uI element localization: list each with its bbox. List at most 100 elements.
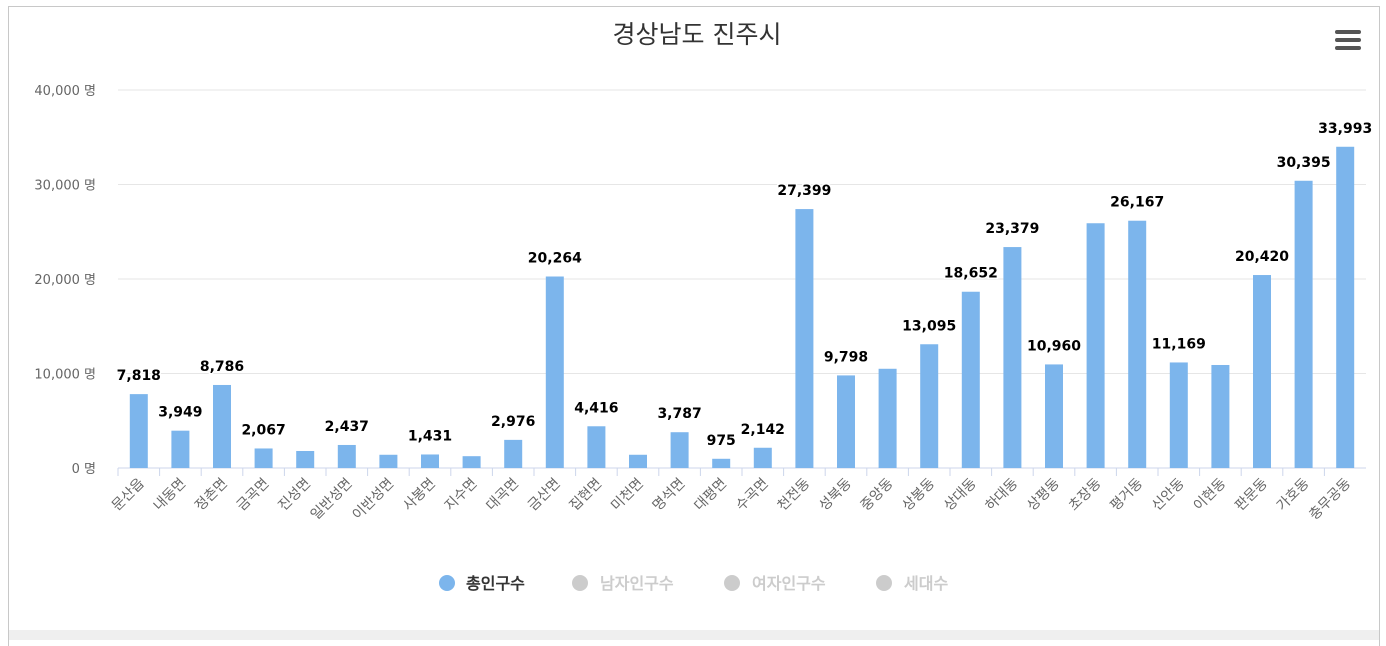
bar — [296, 450, 315, 468]
bar — [379, 454, 398, 468]
bar — [1169, 362, 1188, 468]
bar — [587, 426, 606, 468]
data-label: 2,437 — [325, 419, 369, 435]
legend-marker — [439, 575, 455, 591]
data-label: 11,169 — [1152, 336, 1206, 352]
bar — [878, 368, 897, 468]
chart-title: 경상남도 진주시 — [613, 20, 782, 49]
data-label: 2,976 — [491, 414, 535, 430]
bar — [795, 209, 814, 468]
x-tick-label: 정촌면 — [192, 476, 231, 515]
data-label: 2,142 — [741, 422, 785, 438]
bar — [545, 276, 564, 468]
y-tick-label: 0 명 — [72, 462, 96, 477]
chart-container — [8, 6, 1380, 646]
x-tick-label: 충무공동 — [1306, 475, 1354, 523]
legend-item[interactable]: 세대수 — [904, 574, 948, 593]
x-tick-label: 상봉동 — [899, 475, 938, 514]
data-label: 3,949 — [158, 405, 202, 421]
data-label: 3,787 — [657, 406, 701, 422]
bar — [712, 458, 731, 468]
x-tick-label: 판문동 — [1232, 475, 1271, 514]
x-tick-label: 하대동 — [983, 475, 1022, 514]
bar — [1211, 364, 1230, 468]
bottom-strip — [9, 630, 1379, 640]
bar — [1128, 220, 1147, 468]
bar — [837, 375, 855, 468]
bar — [254, 448, 273, 468]
bar — [504, 439, 523, 468]
x-tick-label: 대곡면 — [483, 476, 522, 515]
x-tick-label: 상평동 — [1024, 475, 1063, 514]
data-label: 26,167 — [1110, 195, 1164, 211]
bar — [462, 456, 481, 468]
y-tick-label: 20,000 명 — [34, 273, 96, 288]
data-label: 8,786 — [200, 359, 244, 375]
x-tick-label: 평거동 — [1107, 475, 1146, 514]
x-tick-label: 지수면 — [442, 476, 481, 515]
bar — [129, 394, 148, 468]
data-label: 33,993 — [1318, 121, 1372, 137]
legend-marker — [876, 575, 892, 591]
x-tick-label: 수곡면 — [733, 476, 772, 515]
data-label: 27,399 — [777, 183, 831, 199]
bar — [1045, 364, 1063, 468]
bar — [337, 444, 356, 468]
legend-marker — [572, 575, 588, 591]
bar — [670, 432, 689, 468]
y-tick-label: 10,000 명 — [34, 368, 96, 383]
x-tick-label: 상대동 — [941, 475, 980, 514]
data-label: 13,095 — [902, 318, 956, 334]
bar — [1253, 275, 1271, 468]
data-label: 10,960 — [1027, 338, 1081, 354]
x-tick-label: 사봉면 — [400, 476, 439, 515]
x-tick-label: 초장동 — [1066, 475, 1105, 514]
x-tick-label: 성북동 — [816, 475, 855, 514]
data-label: 23,379 — [985, 221, 1039, 237]
x-tick-label: 내동면 — [151, 476, 190, 515]
data-label: 30,395 — [1277, 155, 1331, 171]
data-label: 18,652 — [944, 266, 998, 282]
x-tick-label: 집현면 — [567, 476, 606, 515]
data-label: 20,264 — [528, 251, 582, 267]
data-label: 4,416 — [574, 400, 618, 416]
x-tick-label: 중앙동 — [858, 475, 897, 514]
data-label: 20,420 — [1235, 249, 1289, 265]
bar — [629, 454, 647, 468]
data-label: 975 — [707, 433, 736, 449]
bar — [1003, 247, 1022, 468]
legend-item[interactable]: 여자인구수 — [752, 574, 826, 593]
x-tick-label: 금산면 — [525, 476, 564, 515]
bar — [920, 344, 939, 468]
bar — [171, 430, 190, 468]
x-tick-label: 이현동 — [1191, 475, 1230, 514]
x-tick-label: 대평면 — [691, 476, 730, 515]
x-tick-label: 명석면 — [650, 476, 689, 515]
x-tick-label: 이반성면 — [349, 476, 397, 524]
bar — [961, 291, 980, 468]
x-tick-label: 신안동 — [1149, 475, 1188, 514]
legend-marker — [724, 575, 740, 591]
legend-item[interactable]: 남자인구수 — [600, 574, 674, 593]
bar — [1336, 146, 1355, 468]
bar — [421, 454, 439, 468]
x-tick-label: 가호동 — [1274, 475, 1313, 514]
x-tick-label: 천전동 — [775, 475, 814, 514]
legend-item[interactable]: 총인구수 — [466, 574, 525, 593]
y-tick-label: 40,000 명 — [34, 84, 96, 99]
x-tick-label: 금곡면 — [234, 476, 273, 515]
bar — [213, 384, 231, 468]
data-label: 1,431 — [408, 428, 452, 444]
menu-icon[interactable] — [1335, 30, 1361, 52]
data-label: 2,067 — [241, 422, 285, 438]
x-tick-label: 진성면 — [275, 476, 314, 515]
bar — [1086, 223, 1105, 468]
x-tick-label: 문산읍 — [109, 475, 148, 514]
x-tick-label: 일반성면 — [308, 476, 356, 524]
data-label: 7,818 — [117, 368, 161, 384]
bar — [1294, 180, 1313, 468]
x-tick-label: 미천면 — [608, 476, 647, 515]
bar — [753, 447, 772, 468]
y-tick-label: 30,000 명 — [34, 179, 96, 194]
